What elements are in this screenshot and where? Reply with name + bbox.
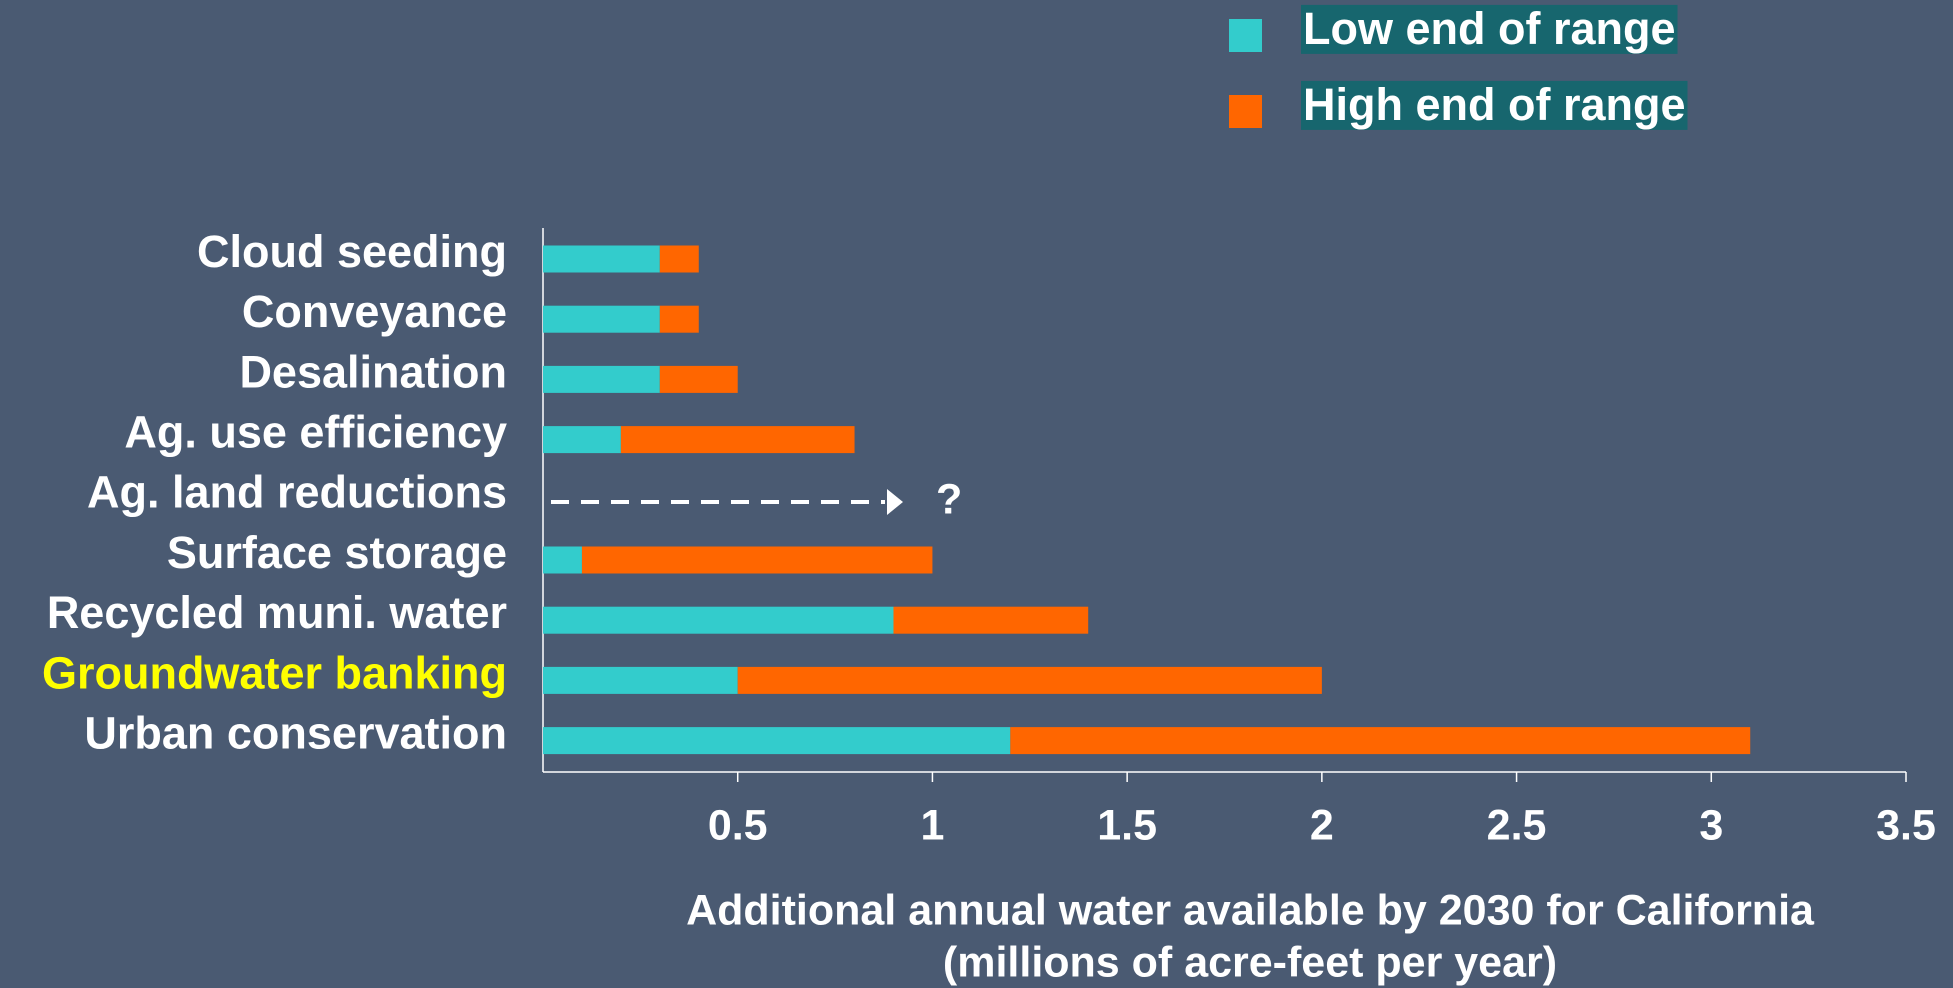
x-tick-label: 3 — [1699, 801, 1723, 849]
x-tick-label: 0.5 — [708, 801, 768, 849]
x-tick-label: 3.5 — [1876, 801, 1936, 849]
bar-high — [893, 606, 1089, 634]
bar-low — [543, 606, 894, 634]
bar-low — [543, 727, 1011, 755]
x-axis-label: (millions of acre-feet per year) — [943, 938, 1557, 986]
category-label: Groundwater banking — [42, 647, 507, 698]
legend-label: Low end of range — [1303, 3, 1676, 54]
category-label: Ag. land reductions — [87, 467, 507, 518]
bar-low — [543, 546, 582, 574]
bar-high — [659, 305, 699, 333]
legend-label: High end of range — [1303, 79, 1686, 130]
ag-land-arrow — [551, 489, 903, 515]
x-tick-label: 1.5 — [1097, 801, 1157, 849]
category-label: Recycled muni. water — [47, 587, 507, 638]
x-axis-label: Additional annual water available by 203… — [686, 886, 1815, 934]
bar-high — [659, 245, 699, 273]
category-label: Ag. use efficiency — [124, 406, 507, 457]
bar-low — [543, 245, 660, 273]
category-label: Cloud seeding — [197, 226, 507, 277]
x-tick-label: 2.5 — [1487, 801, 1547, 849]
legend-swatch — [1229, 19, 1262, 52]
bar-low — [543, 305, 660, 333]
category-label: Desalination — [239, 346, 507, 397]
legend-label-bg — [1301, 80, 1688, 130]
bar-low — [543, 666, 738, 694]
bar-high — [1010, 727, 1751, 755]
x-tick-label: 2 — [1310, 801, 1334, 849]
bar-low — [543, 426, 621, 454]
category-label: Conveyance — [242, 286, 507, 337]
bar-high — [659, 365, 738, 393]
category-label: Urban conservation — [84, 707, 507, 758]
arrow-head — [887, 489, 903, 515]
annotation: ? — [936, 475, 962, 523]
category-label: Surface storage — [167, 527, 507, 578]
bar-high — [581, 546, 933, 574]
bar-low — [543, 365, 660, 393]
x-tick-label: 1 — [920, 801, 944, 849]
legend-swatch — [1229, 95, 1262, 128]
bar-high — [620, 426, 855, 454]
legend-label-bg — [1301, 4, 1678, 54]
bar-high — [737, 666, 1322, 694]
